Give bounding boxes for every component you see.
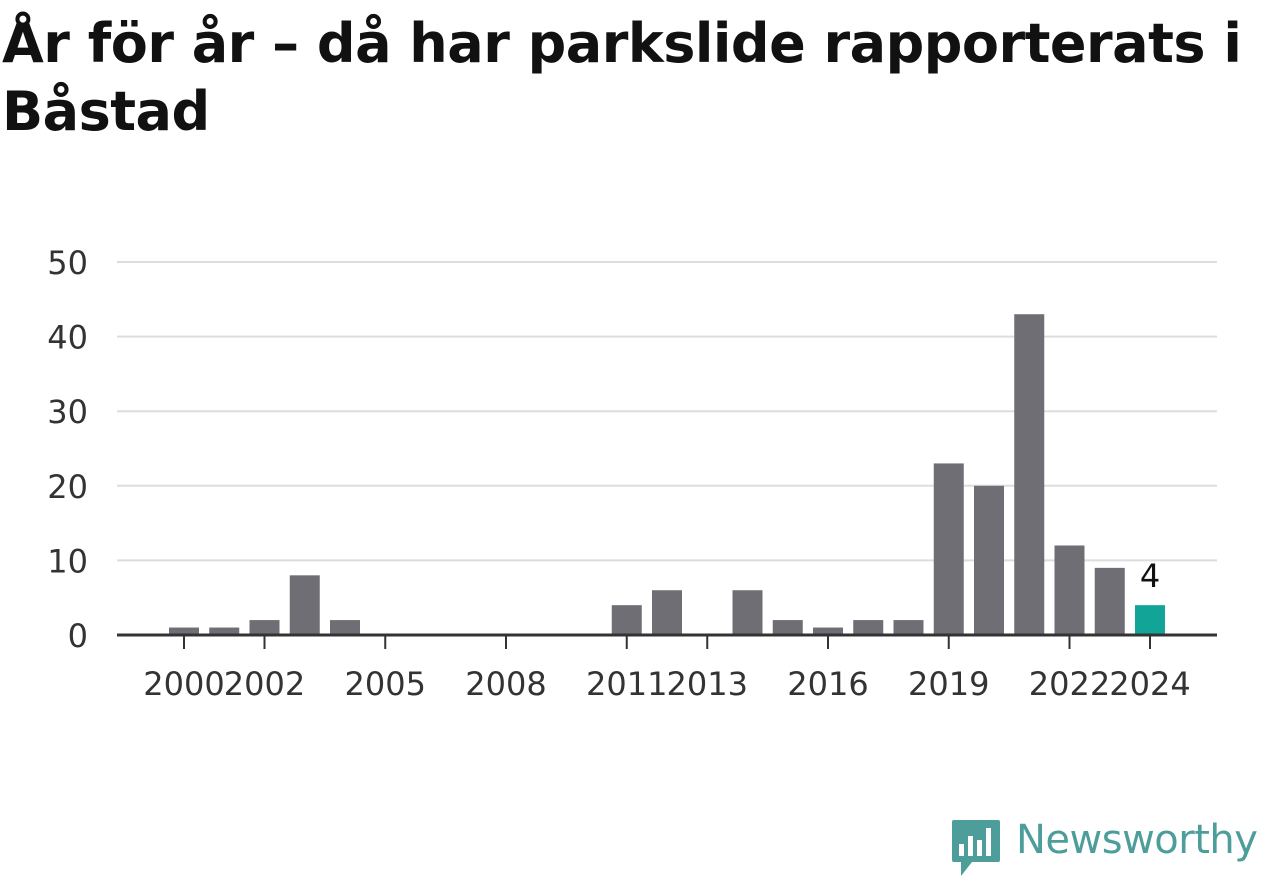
bar-2018 [893, 620, 924, 635]
x-tick-label-2024: 2024 [1109, 665, 1190, 703]
brand-name: Newsworthy [1016, 817, 1258, 863]
x-tick-label-2008: 2008 [465, 665, 546, 703]
x-tick-label-2013: 2013 [667, 665, 748, 703]
bar-2023 [1094, 567, 1125, 635]
bar-2011 [611, 605, 642, 635]
data-labels: 4 [1140, 557, 1160, 595]
bar-2014 [732, 590, 763, 635]
data-label-2024: 4 [1140, 557, 1160, 595]
bar-2016 [813, 627, 843, 635]
bar-2000 [169, 627, 199, 635]
bar-2015 [772, 620, 803, 635]
x-tick-label-2016: 2016 [787, 665, 868, 703]
y-axis-tick-labels: 0 10 20 30 40 50 [47, 244, 88, 655]
bar-2020 [974, 485, 1004, 635]
bar-2003 [289, 575, 320, 635]
y-tick-label-0: 0 [68, 617, 88, 655]
bar-2022 [1054, 545, 1085, 635]
y-tick-label-30: 30 [47, 393, 88, 431]
bar-2019 [933, 463, 964, 635]
x-tick-label-2011: 2011 [586, 665, 667, 703]
bar-chart-speech-bubble-icon [952, 820, 1000, 876]
x-tick-label-2005: 2005 [345, 665, 426, 703]
bar-2004 [330, 620, 360, 635]
bar-2012 [652, 590, 682, 635]
chart-title: År för år – då har parkslide rapporterat… [2, 12, 1242, 143]
x-tick-label-2000: 2000 [143, 665, 224, 703]
bar-2024 [1135, 605, 1165, 635]
x-tick-label-2002: 2002 [224, 665, 305, 703]
bar-2021 [1014, 314, 1045, 635]
y-tick-label-20: 20 [47, 468, 88, 506]
newsworthy-logo: Newsworthy [950, 817, 1258, 880]
gridlines [117, 261, 1217, 562]
bar-2001 [209, 627, 240, 635]
x-tick-label-2019: 2019 [908, 665, 989, 703]
x-tick-label-2022: 2022 [1029, 665, 1110, 703]
bar-2002 [249, 620, 280, 635]
bar-2017 [853, 620, 884, 635]
y-tick-label-10: 10 [47, 542, 88, 580]
bars [169, 314, 1165, 635]
y-tick-label-50: 50 [47, 244, 88, 282]
x-axis-tick-labels: 2000 2002 2005 2008 2011 2013 2016 2019 2022 2024 [143, 665, 1190, 703]
x-axis [117, 633, 1217, 649]
y-tick-label-40: 40 [47, 319, 88, 357]
